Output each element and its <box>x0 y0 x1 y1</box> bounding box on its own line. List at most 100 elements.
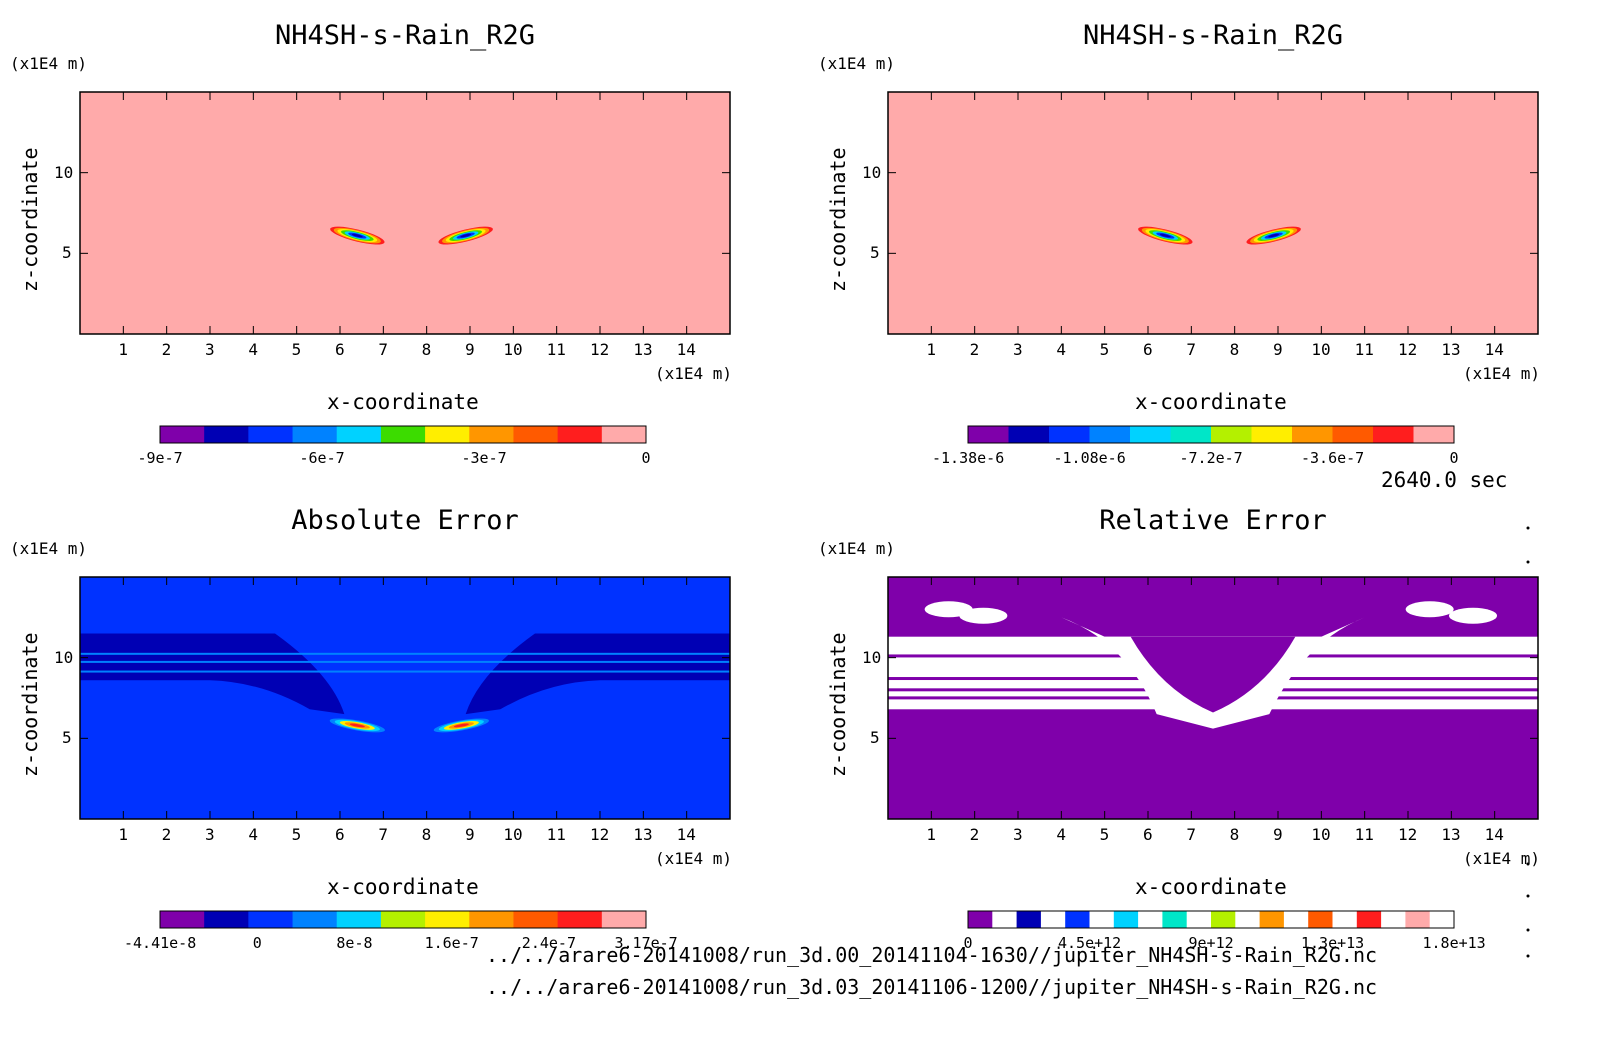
colorbar-swatch <box>160 426 205 443</box>
colorbar-tick-label: 1.8e+13 <box>1422 934 1486 952</box>
y-tick-label: 5 <box>870 728 880 748</box>
error-band-line <box>80 660 730 663</box>
colorbar-swatch <box>380 911 426 928</box>
x-tick-label: 7 <box>378 340 388 359</box>
x-tick-label: 10 <box>503 340 523 359</box>
colorbar-swatch <box>1332 911 1358 928</box>
x-tick-label: 6 <box>1143 340 1153 359</box>
colorbar-swatch <box>160 911 205 928</box>
colorbar-tick-label: -9e-7 <box>137 449 183 467</box>
colorbar-frame <box>159 910 647 929</box>
x-tick-label: 1 <box>118 340 128 359</box>
x-tick-label: 14 <box>1484 825 1504 844</box>
x-tick-label: 12 <box>1398 825 1418 844</box>
colorbar-swatch <box>380 426 426 443</box>
colorbar-swatch <box>248 911 294 928</box>
colorbar-swatch <box>513 911 559 928</box>
colorbar-frame <box>967 425 1455 444</box>
z-unit-label: (x1E4 m) <box>818 539 896 558</box>
x-unit-label: (x1E4 m) <box>1463 849 1541 868</box>
relative-error-patch <box>959 607 1008 624</box>
x-tick-label: 3 <box>1013 825 1023 844</box>
x-tick-label: 2 <box>161 340 172 359</box>
x-tick-label: 6 <box>1143 825 1153 844</box>
colorbar-swatch <box>1235 911 1261 928</box>
colorbar-swatch <box>1283 911 1309 928</box>
colorbar-tick-label: 0 <box>252 934 262 952</box>
colorbar-frame <box>967 910 1455 929</box>
colorbar-swatch <box>469 911 514 928</box>
colorbar-swatch <box>1040 911 1066 928</box>
x-tick-label: 6 <box>335 825 345 844</box>
colorbar-swatch <box>601 426 647 443</box>
plot-area <box>887 576 1539 820</box>
x-unit-label: (x1E4 m) <box>655 364 733 383</box>
x-tick-label: 3 <box>1013 340 1023 359</box>
x-tick-label: 2 <box>969 825 980 844</box>
colorbar-swatch <box>1049 426 1090 443</box>
colorbar-tick-label: -3e-7 <box>461 449 507 467</box>
x-tick-label: 10 <box>1311 340 1331 359</box>
x-axis-label: x-coordinate <box>327 875 479 899</box>
colorbar-swatch <box>425 911 470 928</box>
colorbar-tick-label: -6e-7 <box>299 449 345 467</box>
y-tick-label: 10 <box>54 647 74 667</box>
colorbar-tick-label: 9e+12 <box>1188 934 1234 952</box>
colorbar <box>967 425 1455 444</box>
colorbar-swatch <box>992 911 1018 928</box>
x-tick-label: 10 <box>1311 825 1331 844</box>
z-unit-label: (x1E4 m) <box>10 54 88 73</box>
plot-area <box>79 91 731 335</box>
y-axis-label: z-coordinate <box>826 632 850 778</box>
colorbar <box>159 910 647 929</box>
x-tick-label: 11 <box>546 340 566 359</box>
y-axis-label: z-coordinate <box>18 632 42 778</box>
colorbar-swatch <box>1089 426 1131 443</box>
colorbar-tick-label: -1.08e-6 <box>1053 449 1126 467</box>
chart-title: NH4SH-s-Rain_R2G <box>274 20 536 51</box>
y-tick-label: 10 <box>862 647 882 667</box>
x-tick-label: 2 <box>161 825 172 844</box>
colorbar-swatch <box>968 911 993 928</box>
colorbar <box>967 910 1455 929</box>
y-tick-label: 10 <box>862 162 882 182</box>
x-tick-label: 10 <box>503 825 523 844</box>
z-unit-label: (x1E4 m) <box>10 539 88 558</box>
colorbar-tick-label: -3.6e-7 <box>1301 449 1365 467</box>
x-axis-label: x-coordinate <box>1135 875 1287 899</box>
plot-area <box>887 91 1539 335</box>
colorbar-swatch <box>292 426 338 443</box>
relative-error-core <box>1130 636 1296 713</box>
colorbar-swatch <box>1308 911 1333 928</box>
x-tick-label: 6 <box>335 340 345 359</box>
colorbar-swatch <box>601 911 647 928</box>
contour-blob <box>1268 233 1280 238</box>
x-axis-label: x-coordinate <box>327 390 479 414</box>
x-tick-label: 4 <box>1056 825 1066 844</box>
colorbar-swatch <box>513 426 559 443</box>
colorbar-swatch <box>1016 911 1042 928</box>
colorbar-swatch <box>1292 426 1333 443</box>
plot-frame <box>887 91 1539 335</box>
z-unit-label: (x1E4 m) <box>818 54 896 73</box>
colorbar-tick-label: 0 <box>1449 449 1459 467</box>
chart-title: NH4SH-s-Rain_R2G <box>1082 20 1344 51</box>
colorbar-tick-label: 0 <box>963 934 973 952</box>
colorbar-swatch <box>1130 426 1171 443</box>
colorbar-tick-label: 2.4e-7 <box>521 934 576 952</box>
x-unit-label: (x1E4 m) <box>1463 364 1541 383</box>
x-tick-label: 12 <box>590 825 610 844</box>
plot-background <box>80 577 730 819</box>
colorbar-tick-label: 4.5e+12 <box>1058 934 1122 952</box>
plot-background <box>888 92 1538 334</box>
colorbar-tick-label: 8e-8 <box>336 934 373 952</box>
colorbar-swatch <box>1162 911 1188 928</box>
colorbar-swatch <box>1332 426 1374 443</box>
x-tick-label: 5 <box>1099 340 1110 359</box>
y-tick-label: 10 <box>54 162 74 182</box>
x-tick-label: 9 <box>1273 825 1283 844</box>
x-tick-label: 1 <box>926 340 936 359</box>
y-axis-label: z-coordinate <box>18 147 42 293</box>
colorbar-tick-label: -4.41e-8 <box>124 934 197 952</box>
colorbar-swatch <box>1413 426 1455 443</box>
